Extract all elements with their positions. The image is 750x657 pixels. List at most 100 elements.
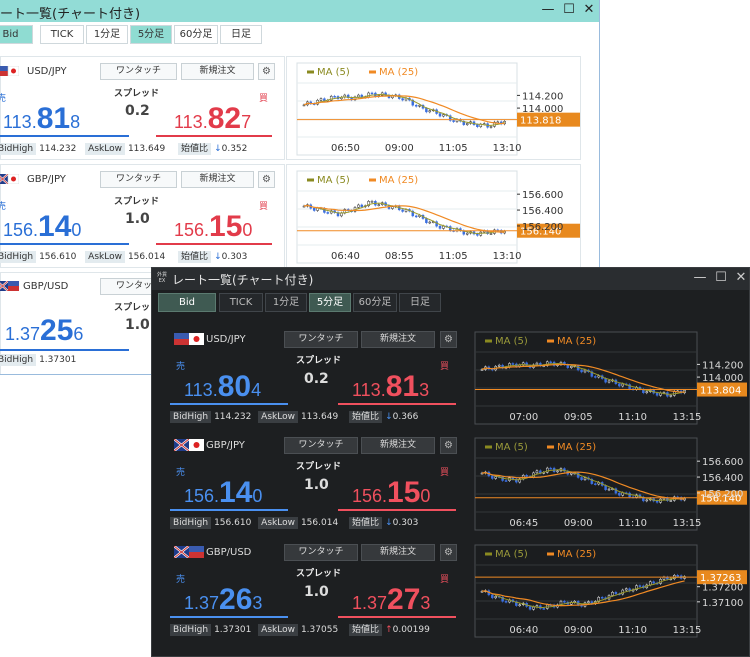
close-icon[interactable]: ✕ <box>735 270 747 285</box>
candle-body <box>425 108 428 113</box>
open-ratio-label: 始値比 <box>178 143 212 155</box>
ask-price-button[interactable]: 113.813 <box>352 370 430 403</box>
spread-value: 1.0 <box>125 317 150 333</box>
candle-body <box>370 200 374 203</box>
bid-price-button[interactable]: 1.37263 <box>184 583 263 616</box>
mini-chart-usdjpy[interactable]: MA (5) MA (25) 113.804 114.200 114.000 07:00 0… <box>473 328 749 431</box>
bid-price-button[interactable]: 156.140 <box>184 476 263 509</box>
tab-tick[interactable]: TICK <box>40 25 84 44</box>
candle-body <box>346 94 350 98</box>
bid-underline <box>170 616 288 618</box>
bid-high-value: 114.232 <box>39 144 77 154</box>
mini-chart-gbpjpy[interactable]: MA (5) MA (25) 156.140 156.600 156.400 156.20… <box>473 434 749 537</box>
bid-price-button[interactable]: 1.37256 <box>5 314 84 347</box>
current-price-value: 113.804 <box>700 386 741 397</box>
current-price-value: 1.37263 <box>700 573 741 584</box>
ask-price-button[interactable]: 113.827 <box>174 102 252 135</box>
chart-settings-icon[interactable]: ⚙ <box>258 171 275 188</box>
bid-price-button[interactable]: 113.804 <box>184 370 262 403</box>
ask-price-button[interactable]: 156.150 <box>174 210 253 243</box>
chart-settings-icon[interactable]: ⚙ <box>440 331 457 348</box>
bid-price-button[interactable]: 156.140 <box>3 210 82 243</box>
candle-body <box>494 476 497 479</box>
bid-high-value: 1.37301 <box>39 355 77 365</box>
candle-body <box>549 361 552 364</box>
chart-settings-icon[interactable]: ⚙ <box>440 544 457 561</box>
candle-body <box>491 594 494 599</box>
bid-high-value: 1.37301 <box>214 625 252 635</box>
candle-body <box>655 392 659 396</box>
minimize-icon[interactable]: — <box>541 2 555 17</box>
y-tick-label: 156.400 <box>702 473 743 484</box>
chart-settings-icon[interactable]: ⚙ <box>258 63 275 80</box>
pair-name: GBP/JPY <box>206 440 245 451</box>
x-tick-label: 06:40 <box>509 625 538 636</box>
pair-name: GBP/USD <box>206 547 252 558</box>
current-price-tag <box>697 490 747 505</box>
light-titlebar[interactable]: ート一覧(チャート付き) — ☐ ✕ <box>0 0 599 22</box>
mini-chart-gbpusd[interactable]: MA (5) MA (25) 1.37263 1.37200 1.37100 06:40 0… <box>473 541 749 644</box>
candle-body <box>528 606 532 610</box>
tab-60min[interactable]: 60分足 <box>174 25 218 44</box>
legend-ma25: MA (25) <box>557 549 596 560</box>
tab-tick[interactable]: TICK <box>219 293 263 312</box>
bid-underline <box>0 135 129 137</box>
mini-chart-gbpjpy[interactable]: MA (5) MA (25) 156.140 156.600 156.400 156.20… <box>286 164 581 268</box>
new-order-button[interactable]: 新規注文 <box>361 437 435 454</box>
candle-body <box>501 596 504 602</box>
tab-bid[interactable]: Bid <box>158 293 216 312</box>
tab-1min[interactable]: 1分足 <box>86 25 128 44</box>
tab-bid[interactable]: Bid <box>0 25 33 44</box>
bid-price-button[interactable]: 113.818 <box>3 102 81 135</box>
ask-price-button[interactable]: 1.37273 <box>352 583 431 616</box>
ask-underline <box>338 403 456 405</box>
current-price-value: 113.818 <box>520 116 561 127</box>
sell-label: 売 <box>0 199 6 212</box>
new-order-button[interactable]: 新規注文 <box>361 544 435 561</box>
open-ratio-label: 始値比 <box>349 517 383 529</box>
candle-body <box>452 120 455 122</box>
maximize-icon[interactable]: ☐ <box>563 2 575 17</box>
candle-body <box>600 597 604 599</box>
tab-daily[interactable]: 日足 <box>220 25 262 44</box>
x-tick-label: 11:10 <box>618 412 647 423</box>
maximize-icon[interactable]: ☐ <box>715 270 727 285</box>
oneclick-button[interactable]: ワンタッチ <box>284 544 358 561</box>
x-tick-label: 13:15 <box>673 518 702 529</box>
chart-settings-icon[interactable]: ⚙ <box>440 437 457 454</box>
tab-daily[interactable]: 日足 <box>399 293 441 312</box>
candle-body <box>418 215 421 217</box>
close-icon[interactable]: ✕ <box>583 2 595 17</box>
new-order-button[interactable]: 新規注文 <box>361 331 435 348</box>
candle-body <box>401 209 404 212</box>
tab-5min[interactable]: 5分足 <box>130 25 172 44</box>
new-order-button[interactable]: 新規注文 <box>181 171 254 188</box>
ratio-arrow-icon: ↓ <box>214 252 222 262</box>
tab-60min[interactable]: 60分足 <box>353 293 397 312</box>
dark-titlebar[interactable]: 外貨EX レート一覧(チャート付き) — ☐ ✕ <box>152 268 749 290</box>
tab-5min[interactable]: 5分足 <box>309 293 351 312</box>
legend-ma5: MA (5) <box>317 175 350 186</box>
legend-ma25: MA (25) <box>379 67 418 78</box>
ask-low-value: 1.37055 <box>300 625 339 635</box>
oneclick-button[interactable]: ワンタッチ <box>100 171 177 188</box>
new-order-button[interactable]: 新規注文 <box>181 63 254 80</box>
ask-price-button[interactable]: 156.150 <box>352 476 431 509</box>
candle-body <box>669 500 673 502</box>
mini-chart-usdjpy[interactable]: MA (5) MA (25) 113.818 114.200 114.000 06:50 0… <box>286 56 581 160</box>
minimize-icon[interactable]: — <box>693 270 707 285</box>
oneclick-button[interactable]: ワンタッチ <box>284 437 358 454</box>
candle-body <box>535 362 539 366</box>
spread-value: 1.0 <box>304 584 329 600</box>
oneclick-button[interactable]: ワンタッチ <box>100 63 177 80</box>
y-tick-label: 1.37100 <box>702 598 743 609</box>
dark-rate-list-window: 外貨EX レート一覧(チャート付き) — ☐ ✕ Bid TICK 1分足 5分… <box>151 267 750 657</box>
candle-body <box>628 384 631 390</box>
tab-1min[interactable]: 1分足 <box>265 293 307 312</box>
open-ratio-label: 始値比 <box>349 624 383 636</box>
candle-body <box>563 600 566 603</box>
candle-body <box>638 585 642 587</box>
oneclick-button[interactable]: ワンタッチ <box>284 331 358 348</box>
ask-underline <box>156 243 272 245</box>
candle-body <box>357 204 360 208</box>
